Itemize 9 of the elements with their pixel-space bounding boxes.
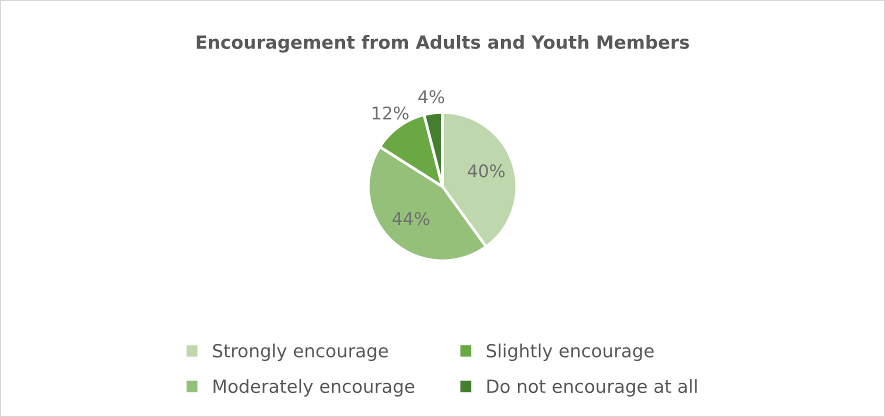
data-label: 4% bbox=[418, 90, 444, 104]
legend-label: Slightly encourage bbox=[486, 344, 654, 362]
chart-title: Encouragement from Adults and Youth Members bbox=[196, 34, 689, 53]
data-label: 12% bbox=[372, 106, 408, 120]
legend-label: Strongly encourage bbox=[213, 344, 388, 362]
legend-label: Moderately encourage bbox=[214, 379, 414, 397]
data-label: 40% bbox=[468, 164, 505, 178]
data-label: 44% bbox=[392, 212, 430, 226]
legend-label: Do not encourage at all bbox=[487, 379, 697, 397]
